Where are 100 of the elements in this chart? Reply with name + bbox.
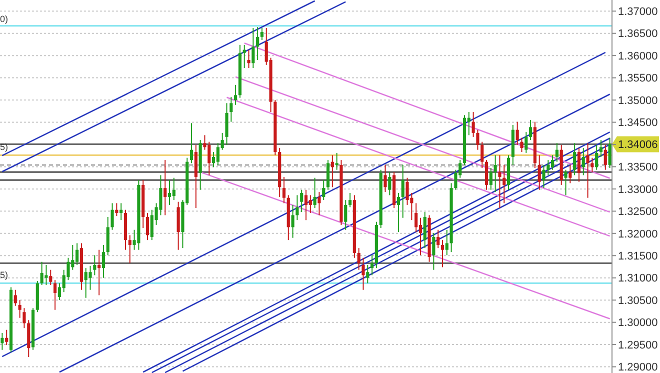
candlestick (599, 140, 603, 158)
candlestick (88, 265, 92, 290)
candlestick (484, 160, 488, 190)
candlestick (498, 154, 502, 209)
y-tick-label: 1.29000 (618, 362, 658, 373)
candlestick (0, 332, 4, 350)
candlestick (476, 129, 480, 150)
y-tick-label: 1.30500 (618, 294, 658, 307)
y-tick-label: 1.36000 (618, 50, 658, 62)
y-tick-label: 1.35500 (618, 72, 658, 85)
annotation: 0) (0, 14, 8, 24)
y-tick-label: 1.31500 (618, 250, 658, 262)
candlestick (582, 148, 585, 176)
candlestick (366, 264, 370, 284)
candlestick (247, 49, 250, 69)
candlestick (542, 164, 546, 189)
y-tick-label: 1.30000 (618, 317, 658, 330)
candlestick (524, 132, 528, 154)
candlestick (357, 248, 360, 270)
y-tick-label: 1.35000 (618, 94, 658, 107)
candlestick (586, 142, 590, 198)
candlestick (282, 176, 286, 204)
candlestick (538, 154, 541, 190)
y-tick-label: 1.36500 (618, 28, 658, 40)
candlestick (53, 280, 57, 310)
candlestick (577, 148, 581, 182)
candlestick (330, 154, 334, 188)
candlestick (472, 112, 475, 138)
candlestick (546, 160, 550, 176)
y-tick-label: 1.31000 (618, 272, 658, 285)
candlestick (159, 174, 162, 216)
candlestick (568, 164, 572, 184)
candlestick (49, 269, 52, 286)
candlestick (388, 172, 392, 196)
candlestick (423, 212, 426, 249)
y-tick-label: 1.32000 (618, 228, 658, 240)
candlestick (384, 164, 387, 193)
candlestick (396, 192, 400, 233)
candlestick (230, 96, 233, 122)
candlestick (480, 141, 484, 169)
candlestick (573, 142, 576, 176)
candlestick (595, 144, 598, 170)
candlestick (44, 264, 48, 286)
candlestick (304, 189, 308, 221)
y-tick-label: 1.34500 (618, 117, 658, 130)
candlestick (93, 254, 96, 276)
candlestick (362, 257, 365, 290)
candlestick (291, 204, 294, 238)
y-tick-label: 1.33000 (618, 184, 658, 196)
candlestick (300, 189, 304, 213)
annotation: 5) (0, 142, 8, 152)
candlestick (308, 194, 312, 214)
candlestick (529, 120, 532, 141)
candlestick (348, 192, 352, 208)
candlestick (102, 244, 106, 278)
candlestick (190, 122, 194, 164)
candlestick (445, 229, 448, 256)
candlestick (604, 144, 607, 170)
candlestick (296, 194, 299, 221)
candlestick (401, 164, 404, 218)
y-tick-label: 1.32500 (618, 206, 658, 218)
candlestick (494, 154, 497, 193)
candlestick (555, 142, 559, 162)
candlestick (18, 300, 22, 318)
candlestick (172, 177, 176, 201)
candlestick (520, 137, 524, 153)
candlestick (146, 212, 150, 241)
candlestick (128, 234, 132, 264)
y-tick-label: 1.33500 (618, 162, 658, 174)
candlestick (418, 217, 422, 256)
candlestick (564, 169, 568, 196)
candlestick (115, 202, 118, 217)
candlestick (432, 232, 436, 270)
candlestick (234, 84, 238, 106)
ref-line-label: 1.34006 (618, 139, 658, 152)
y-tick-label: 1.37000 (618, 6, 658, 18)
candlestick (608, 137, 612, 169)
candlestick (313, 177, 316, 209)
candlestick (590, 157, 594, 173)
candlestick (344, 200, 348, 230)
candlestick (489, 168, 492, 190)
candlestick (252, 28, 255, 69)
candlestick (370, 254, 374, 276)
candlestick (440, 240, 444, 268)
annotation: 5) (0, 270, 8, 280)
candlestick (242, 44, 246, 69)
candlestick (98, 249, 101, 296)
candlestick (5, 329, 8, 346)
candlestick (322, 180, 326, 201)
candlestick (168, 180, 172, 206)
candlestick (516, 121, 519, 146)
candlestick (335, 152, 338, 170)
candlestick (502, 164, 506, 204)
y-tick-label: 1.29500 (618, 339, 658, 352)
candlestick (318, 192, 321, 216)
candlestick (260, 28, 264, 41)
candlestick (436, 229, 440, 249)
candlestick (14, 289, 17, 306)
candlestick (22, 308, 26, 329)
candlestick (414, 202, 418, 233)
